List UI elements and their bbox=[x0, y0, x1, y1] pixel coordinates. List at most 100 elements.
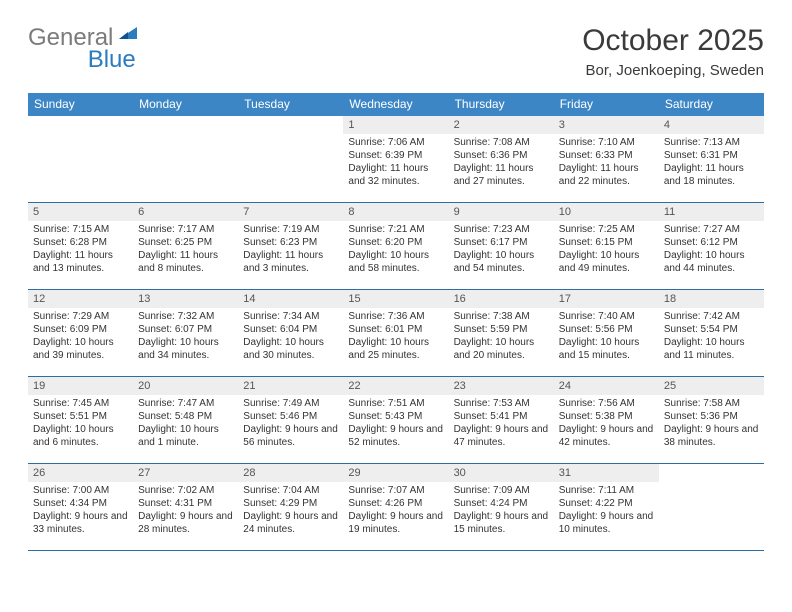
day-cell bbox=[133, 116, 238, 202]
day-number: 8 bbox=[343, 203, 448, 221]
day-number: 30 bbox=[449, 464, 554, 482]
day-info-line: Sunset: 5:59 PM bbox=[454, 324, 549, 337]
week-row: 12Sunrise: 7:29 AMSunset: 6:09 PMDayligh… bbox=[28, 290, 764, 377]
day-cell: 7Sunrise: 7:19 AMSunset: 6:23 PMDaylight… bbox=[238, 203, 343, 289]
day-body: Sunrise: 7:56 AMSunset: 5:38 PMDaylight:… bbox=[554, 395, 659, 453]
day-info-line: Daylight: 11 hours and 18 minutes. bbox=[664, 163, 759, 189]
brand-sail-icon bbox=[117, 25, 141, 43]
day-number: 22 bbox=[343, 377, 448, 395]
day-body: Sunrise: 7:36 AMSunset: 6:01 PMDaylight:… bbox=[343, 308, 448, 366]
day-number: 20 bbox=[133, 377, 238, 395]
day-number: 23 bbox=[449, 377, 554, 395]
day-number: 16 bbox=[449, 290, 554, 308]
day-info-line: Daylight: 10 hours and 54 minutes. bbox=[454, 250, 549, 276]
day-number: 31 bbox=[554, 464, 659, 482]
day-body: Sunrise: 7:53 AMSunset: 5:41 PMDaylight:… bbox=[449, 395, 554, 453]
day-body: Sunrise: 7:27 AMSunset: 6:12 PMDaylight:… bbox=[659, 221, 764, 279]
day-cell: 5Sunrise: 7:15 AMSunset: 6:28 PMDaylight… bbox=[28, 203, 133, 289]
day-info-line: Sunrise: 7:10 AM bbox=[559, 137, 654, 150]
day-info-line: Sunrise: 7:32 AM bbox=[138, 311, 233, 324]
day-info-line: Daylight: 9 hours and 47 minutes. bbox=[454, 424, 549, 450]
day-body: Sunrise: 7:19 AMSunset: 6:23 PMDaylight:… bbox=[238, 221, 343, 279]
day-number: 25 bbox=[659, 377, 764, 395]
day-cell: 28Sunrise: 7:04 AMSunset: 4:29 PMDayligh… bbox=[238, 464, 343, 550]
day-cell: 8Sunrise: 7:21 AMSunset: 6:20 PMDaylight… bbox=[343, 203, 448, 289]
day-cell: 26Sunrise: 7:00 AMSunset: 4:34 PMDayligh… bbox=[28, 464, 133, 550]
day-cell: 3Sunrise: 7:10 AMSunset: 6:33 PMDaylight… bbox=[554, 116, 659, 202]
day-number: 18 bbox=[659, 290, 764, 308]
day-body: Sunrise: 7:42 AMSunset: 5:54 PMDaylight:… bbox=[659, 308, 764, 366]
day-info-line: Sunrise: 7:21 AM bbox=[348, 224, 443, 237]
day-cell: 15Sunrise: 7:36 AMSunset: 6:01 PMDayligh… bbox=[343, 290, 448, 376]
day-number: 6 bbox=[133, 203, 238, 221]
day-body: Sunrise: 7:51 AMSunset: 5:43 PMDaylight:… bbox=[343, 395, 448, 453]
day-info-line: Daylight: 9 hours and 42 minutes. bbox=[559, 424, 654, 450]
day-info-line: Sunset: 4:26 PM bbox=[348, 498, 443, 511]
day-info-line: Sunset: 6:04 PM bbox=[243, 324, 338, 337]
day-number: 15 bbox=[343, 290, 448, 308]
day-number: 29 bbox=[343, 464, 448, 482]
day-body: Sunrise: 7:58 AMSunset: 5:36 PMDaylight:… bbox=[659, 395, 764, 453]
day-cell: 13Sunrise: 7:32 AMSunset: 6:07 PMDayligh… bbox=[133, 290, 238, 376]
day-body: Sunrise: 7:00 AMSunset: 4:34 PMDaylight:… bbox=[28, 482, 133, 540]
day-info-line: Sunset: 6:20 PM bbox=[348, 237, 443, 250]
day-info-line: Sunrise: 7:49 AM bbox=[243, 398, 338, 411]
day-info-line: Sunset: 6:09 PM bbox=[33, 324, 128, 337]
week-row: 26Sunrise: 7:00 AMSunset: 4:34 PMDayligh… bbox=[28, 464, 764, 551]
day-number: 13 bbox=[133, 290, 238, 308]
day-info-line: Daylight: 9 hours and 10 minutes. bbox=[559, 511, 654, 537]
month-title: October 2025 bbox=[582, 24, 764, 58]
day-info-line: Daylight: 10 hours and 1 minute. bbox=[138, 424, 233, 450]
day-info-line: Sunrise: 7:04 AM bbox=[243, 485, 338, 498]
day-info-line: Daylight: 10 hours and 39 minutes. bbox=[33, 337, 128, 363]
day-cell: 14Sunrise: 7:34 AMSunset: 6:04 PMDayligh… bbox=[238, 290, 343, 376]
day-info-line: Sunset: 5:48 PM bbox=[138, 411, 233, 424]
day-info-line: Sunset: 6:17 PM bbox=[454, 237, 549, 250]
day-cell: 23Sunrise: 7:53 AMSunset: 5:41 PMDayligh… bbox=[449, 377, 554, 463]
day-number: 5 bbox=[28, 203, 133, 221]
day-cell: 6Sunrise: 7:17 AMSunset: 6:25 PMDaylight… bbox=[133, 203, 238, 289]
day-body: Sunrise: 7:02 AMSunset: 4:31 PMDaylight:… bbox=[133, 482, 238, 540]
day-info-line: Sunset: 6:01 PM bbox=[348, 324, 443, 337]
weekday-label: Saturday bbox=[659, 93, 764, 116]
day-number: 3 bbox=[554, 116, 659, 134]
day-cell bbox=[28, 116, 133, 202]
day-cell: 31Sunrise: 7:11 AMSunset: 4:22 PMDayligh… bbox=[554, 464, 659, 550]
day-cell: 21Sunrise: 7:49 AMSunset: 5:46 PMDayligh… bbox=[238, 377, 343, 463]
day-info-line: Sunset: 5:36 PM bbox=[664, 411, 759, 424]
day-number: 17 bbox=[554, 290, 659, 308]
day-number: 14 bbox=[238, 290, 343, 308]
day-cell: 27Sunrise: 7:02 AMSunset: 4:31 PMDayligh… bbox=[133, 464, 238, 550]
day-info-line: Sunset: 6:12 PM bbox=[664, 237, 759, 250]
day-cell: 12Sunrise: 7:29 AMSunset: 6:09 PMDayligh… bbox=[28, 290, 133, 376]
week-row: 1Sunrise: 7:06 AMSunset: 6:39 PMDaylight… bbox=[28, 116, 764, 203]
day-info-line: Sunrise: 7:53 AM bbox=[454, 398, 549, 411]
weekday-label: Thursday bbox=[449, 93, 554, 116]
day-info-line: Daylight: 11 hours and 22 minutes. bbox=[559, 163, 654, 189]
brand-logo-line2: Gene Blue bbox=[28, 46, 136, 74]
day-body: Sunrise: 7:45 AMSunset: 5:51 PMDaylight:… bbox=[28, 395, 133, 453]
day-info-line: Sunset: 4:22 PM bbox=[559, 498, 654, 511]
day-info-line: Sunrise: 7:47 AM bbox=[138, 398, 233, 411]
day-info-line: Sunset: 5:41 PM bbox=[454, 411, 549, 424]
day-body: Sunrise: 7:15 AMSunset: 6:28 PMDaylight:… bbox=[28, 221, 133, 279]
day-info-line: Daylight: 10 hours and 15 minutes. bbox=[559, 337, 654, 363]
day-info-line: Sunrise: 7:06 AM bbox=[348, 137, 443, 150]
day-number: 21 bbox=[238, 377, 343, 395]
day-number: 11 bbox=[659, 203, 764, 221]
day-number: 1 bbox=[343, 116, 448, 134]
day-body: Sunrise: 7:04 AMSunset: 4:29 PMDaylight:… bbox=[238, 482, 343, 540]
day-info-line: Sunrise: 7:51 AM bbox=[348, 398, 443, 411]
day-number: 2 bbox=[449, 116, 554, 134]
day-number: 9 bbox=[449, 203, 554, 221]
day-number: 7 bbox=[238, 203, 343, 221]
day-cell: 19Sunrise: 7:45 AMSunset: 5:51 PMDayligh… bbox=[28, 377, 133, 463]
day-info-line: Sunrise: 7:42 AM bbox=[664, 311, 759, 324]
day-info-line: Daylight: 9 hours and 24 minutes. bbox=[243, 511, 338, 537]
day-body: Sunrise: 7:40 AMSunset: 5:56 PMDaylight:… bbox=[554, 308, 659, 366]
day-cell: 20 Sunrise: 7:47 AMSunset: 5:48 PMDayligh… bbox=[133, 377, 238, 463]
day-info-line: Sunset: 5:54 PM bbox=[664, 324, 759, 337]
day-cell: 17Sunrise: 7:40 AMSunset: 5:56 PMDayligh… bbox=[554, 290, 659, 376]
day-info-line: Sunrise: 7:09 AM bbox=[454, 485, 549, 498]
day-info-line: Daylight: 10 hours and 49 minutes. bbox=[559, 250, 654, 276]
